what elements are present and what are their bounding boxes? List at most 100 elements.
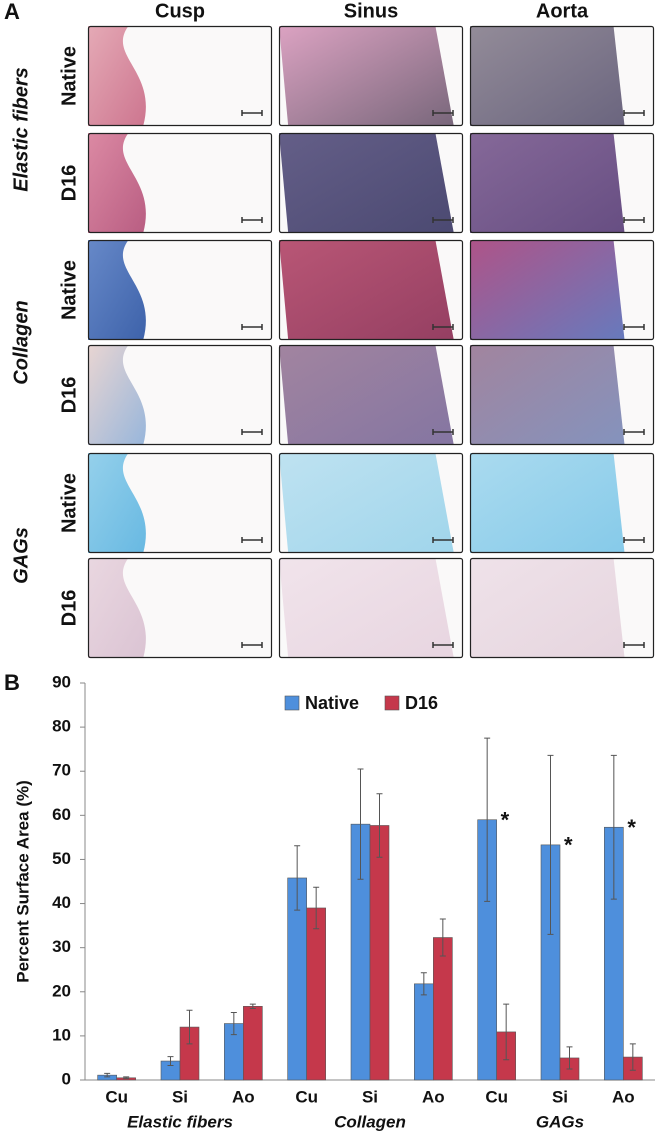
- scale-bar: [241, 642, 263, 648]
- stain-label: Collagen: [10, 300, 32, 384]
- row-label: D16: [58, 377, 80, 414]
- micrograph: [469, 557, 655, 659]
- image-frame: [469, 132, 655, 234]
- y-tick-label: 0: [62, 1069, 71, 1088]
- significance-mark: *: [501, 808, 510, 833]
- image-frame: [469, 452, 655, 554]
- micrograph: [278, 344, 464, 446]
- micrograph: [278, 239, 464, 341]
- x-tick-label: Si: [362, 1087, 378, 1106]
- x-tick-label: Ao: [422, 1087, 445, 1106]
- scale-bar: [241, 429, 263, 435]
- image-frame: [469, 344, 655, 446]
- scale-bar: [623, 642, 645, 648]
- scale-bar: [241, 110, 263, 116]
- error-bar: [439, 918, 446, 957]
- scale-bar: [241, 537, 263, 543]
- row-label: D16: [58, 165, 80, 202]
- error-bar: [294, 845, 301, 911]
- micrograph: [87, 132, 273, 234]
- micrograph: [87, 344, 273, 446]
- group-label: Collagen: [334, 1112, 406, 1131]
- row-label: D16: [58, 590, 80, 627]
- tissue: [470, 133, 625, 233]
- image-frame: [87, 25, 273, 127]
- x-tick-label: Ao: [612, 1087, 635, 1106]
- error-bar: [376, 793, 383, 858]
- column-header: Aorta: [536, 0, 589, 22]
- micrograph: [469, 452, 655, 554]
- legend-label: Native: [305, 693, 359, 713]
- error-bar: [186, 1009, 193, 1045]
- scale-bar: [623, 429, 645, 435]
- y-tick-label: 40: [52, 893, 71, 912]
- micrograph: [87, 557, 273, 659]
- x-tick-label: Si: [552, 1087, 568, 1106]
- tissue: [470, 26, 625, 126]
- bar: [433, 937, 453, 1081]
- x-tick-label: Cu: [485, 1087, 508, 1106]
- scale-bar: [432, 324, 454, 330]
- error-bar: [167, 1056, 174, 1066]
- row-label: Native: [58, 260, 80, 320]
- y-tick-label: 70: [52, 761, 71, 780]
- micrograph: [87, 239, 273, 341]
- tissue: [88, 133, 146, 233]
- tissue: [279, 345, 454, 445]
- y-tick-label: 30: [52, 937, 71, 956]
- stain-label: GAGs: [10, 527, 32, 584]
- y-tick-label: 90: [52, 672, 71, 691]
- scale-bar: [432, 217, 454, 223]
- micrograph: [278, 25, 464, 127]
- image-frame: [469, 557, 655, 659]
- scale-bar: [241, 217, 263, 223]
- tissue: [88, 345, 146, 445]
- y-tick-label: 10: [52, 1025, 71, 1044]
- image-frame: [469, 25, 655, 127]
- x-tick-label: Cu: [105, 1087, 128, 1106]
- tissue: [88, 453, 146, 553]
- tissue: [279, 240, 454, 340]
- error-bar: [104, 1072, 111, 1078]
- error-bar: [484, 737, 491, 902]
- micrograph: [469, 239, 655, 341]
- error-bar: [503, 1003, 510, 1061]
- tissue: [470, 240, 625, 340]
- tissue: [279, 133, 454, 233]
- stain-label: Elastic fibers: [10, 67, 32, 192]
- tissue: [470, 453, 625, 553]
- micrograph: [278, 132, 464, 234]
- scale-bar: [623, 217, 645, 223]
- bar: [306, 907, 326, 1081]
- group-label: Elastic fibers: [127, 1112, 233, 1131]
- scale-bar: [241, 324, 263, 330]
- image-frame: [87, 239, 273, 341]
- y-axis-label: Percent Surface Area (%): [13, 780, 32, 983]
- error-bar: [230, 1012, 237, 1036]
- scale-bar: [623, 537, 645, 543]
- scale-bar: [623, 110, 645, 116]
- error-bar: [629, 1043, 636, 1071]
- scale-bar: [432, 642, 454, 648]
- panel-label: A: [4, 0, 20, 24]
- scale-bar: [623, 324, 645, 330]
- tissue: [470, 558, 625, 658]
- tissue: [279, 453, 454, 553]
- scale-bar: [432, 537, 454, 543]
- scale-bar: [432, 429, 454, 435]
- image-frame: [278, 132, 464, 234]
- micrograph: [469, 344, 655, 446]
- scale-bar: [432, 110, 454, 116]
- row-label: Native: [58, 46, 80, 106]
- legend-swatch: [284, 695, 300, 711]
- error-bar: [313, 886, 320, 930]
- micrograph: [87, 452, 273, 554]
- significance-mark: *: [627, 815, 636, 840]
- micrograph: [87, 25, 273, 127]
- y-tick-label: 20: [52, 981, 71, 1000]
- bar: [369, 825, 390, 1081]
- micrograph: [469, 132, 655, 234]
- image-frame: [87, 452, 273, 554]
- column-header: Sinus: [344, 0, 398, 22]
